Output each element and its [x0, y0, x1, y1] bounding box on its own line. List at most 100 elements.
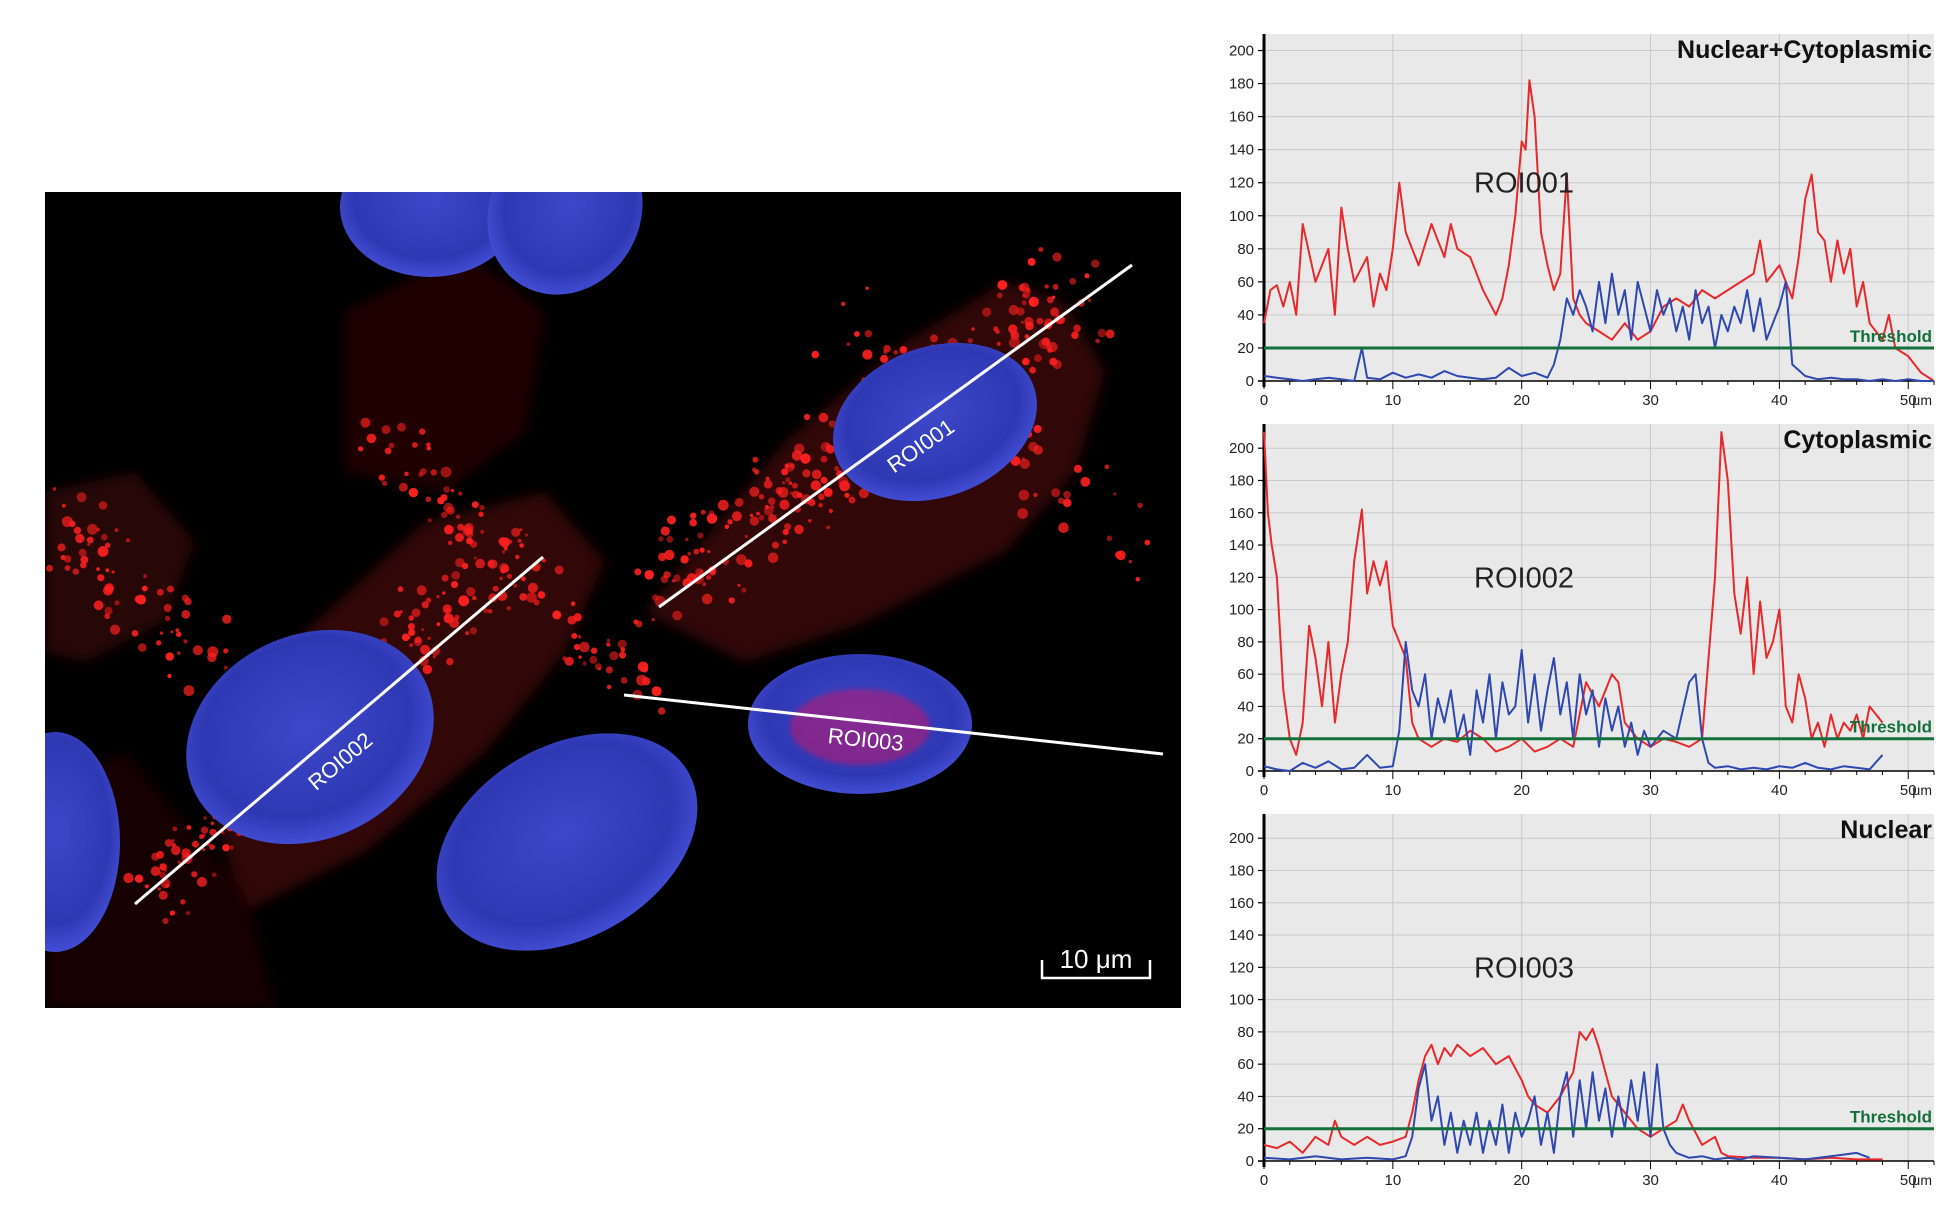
x-unit-label: μm — [1912, 782, 1932, 798]
red-punctum — [97, 574, 105, 582]
red-punctum — [1028, 296, 1039, 307]
scale-bar-label: 10 μm — [1060, 944, 1133, 974]
red-punctum — [526, 592, 537, 603]
red-punctum — [469, 627, 478, 635]
red-punctum — [724, 524, 730, 530]
red-punctum — [411, 608, 421, 618]
red-punctum — [1046, 296, 1054, 304]
red-punctum — [883, 349, 888, 355]
red-punctum — [506, 606, 512, 611]
red-punctum — [579, 641, 590, 653]
red-punctum — [651, 686, 662, 697]
red-punctum — [191, 840, 199, 848]
red-punctum — [1084, 273, 1090, 279]
red-punctum — [420, 644, 431, 655]
series-line-blue — [1263, 272, 1934, 382]
red-punctum — [192, 645, 203, 656]
red-punctum — [407, 635, 411, 639]
red-punctum — [1137, 502, 1143, 509]
red-punctum — [848, 496, 856, 504]
y-tick-label: 120 — [1229, 569, 1254, 586]
red-punctum — [619, 651, 626, 659]
series-line-blue — [1263, 1063, 1870, 1161]
red-punctum — [744, 534, 748, 538]
red-punctum — [700, 509, 706, 515]
red-punctum — [1071, 331, 1079, 339]
red-punctum — [199, 834, 204, 840]
threshold-label: Threshold — [1850, 718, 1932, 737]
red-punctum — [667, 515, 676, 525]
red-punctum — [483, 608, 489, 614]
red-punctum — [397, 586, 404, 592]
red-punctum — [993, 326, 999, 332]
red-punctum — [379, 617, 389, 627]
red-punctum — [1080, 476, 1091, 487]
red-punctum — [360, 417, 371, 428]
red-punctum — [191, 871, 198, 878]
red-punctum — [1091, 259, 1100, 268]
red-punctum — [96, 567, 100, 571]
red-punctum — [52, 487, 57, 491]
red-punctum — [1019, 458, 1030, 469]
red-punctum — [150, 866, 161, 876]
red-punctum — [87, 543, 91, 546]
red-punctum — [1095, 338, 1100, 344]
plot-area — [1264, 424, 1934, 771]
red-punctum — [749, 516, 759, 526]
red-punctum — [996, 341, 1001, 346]
red-punctum — [582, 661, 587, 666]
red-punctum — [982, 307, 992, 317]
red-punctum — [183, 639, 188, 644]
threshold-label: Threshold — [1850, 1108, 1932, 1127]
red-punctum — [635, 620, 643, 628]
red-punctum — [180, 899, 186, 905]
red-punctum — [419, 428, 426, 435]
red-punctum — [541, 558, 546, 563]
red-punctum — [824, 443, 831, 449]
red-punctum — [426, 446, 431, 451]
x-tick-label: 10 — [1385, 392, 1402, 409]
red-punctum — [104, 606, 113, 616]
red-punctum — [384, 447, 392, 455]
red-punctum — [446, 506, 455, 515]
red-punctum — [644, 570, 654, 580]
red-punctum — [736, 554, 747, 566]
red-punctum — [660, 526, 670, 536]
red-punctum — [1044, 284, 1049, 289]
red-punctum — [223, 648, 229, 654]
red-punctum — [176, 651, 181, 655]
red-punctum — [637, 661, 649, 673]
y-tick-label: 80 — [1237, 241, 1254, 258]
red-punctum — [839, 480, 850, 492]
red-punctum — [577, 635, 582, 639]
x-tick-label: 40 — [1771, 1172, 1788, 1189]
red-punctum — [46, 564, 54, 572]
y-tick-label: 0 — [1246, 1153, 1254, 1170]
red-punctum — [734, 498, 744, 507]
red-punctum — [442, 591, 446, 595]
x-tick-label: 40 — [1771, 392, 1788, 409]
red-punctum — [1008, 304, 1019, 316]
y-tick-label: 120 — [1229, 959, 1254, 976]
red-punctum — [527, 582, 538, 593]
red-punctum — [689, 518, 697, 527]
red-punctum — [771, 541, 779, 549]
red-punctum — [1022, 357, 1030, 366]
red-punctum — [80, 555, 89, 564]
red-punctum — [753, 469, 760, 475]
red-punctum — [820, 476, 828, 484]
nucleus-bottom — [436, 733, 698, 951]
red-punctum — [606, 684, 612, 690]
red-punctum — [472, 595, 477, 601]
red-punctum — [728, 597, 735, 604]
red-punctum — [573, 613, 582, 622]
nucleus-roi001 — [833, 342, 1037, 502]
red-punctum — [418, 472, 424, 477]
red-punctum — [200, 826, 209, 834]
y-tick-label: 80 — [1237, 634, 1254, 651]
red-punctum — [823, 487, 833, 497]
red-punctum — [1104, 464, 1110, 470]
red-punctum — [165, 652, 174, 661]
red-punctum — [1008, 324, 1018, 334]
y-tick-label: 20 — [1237, 731, 1254, 748]
